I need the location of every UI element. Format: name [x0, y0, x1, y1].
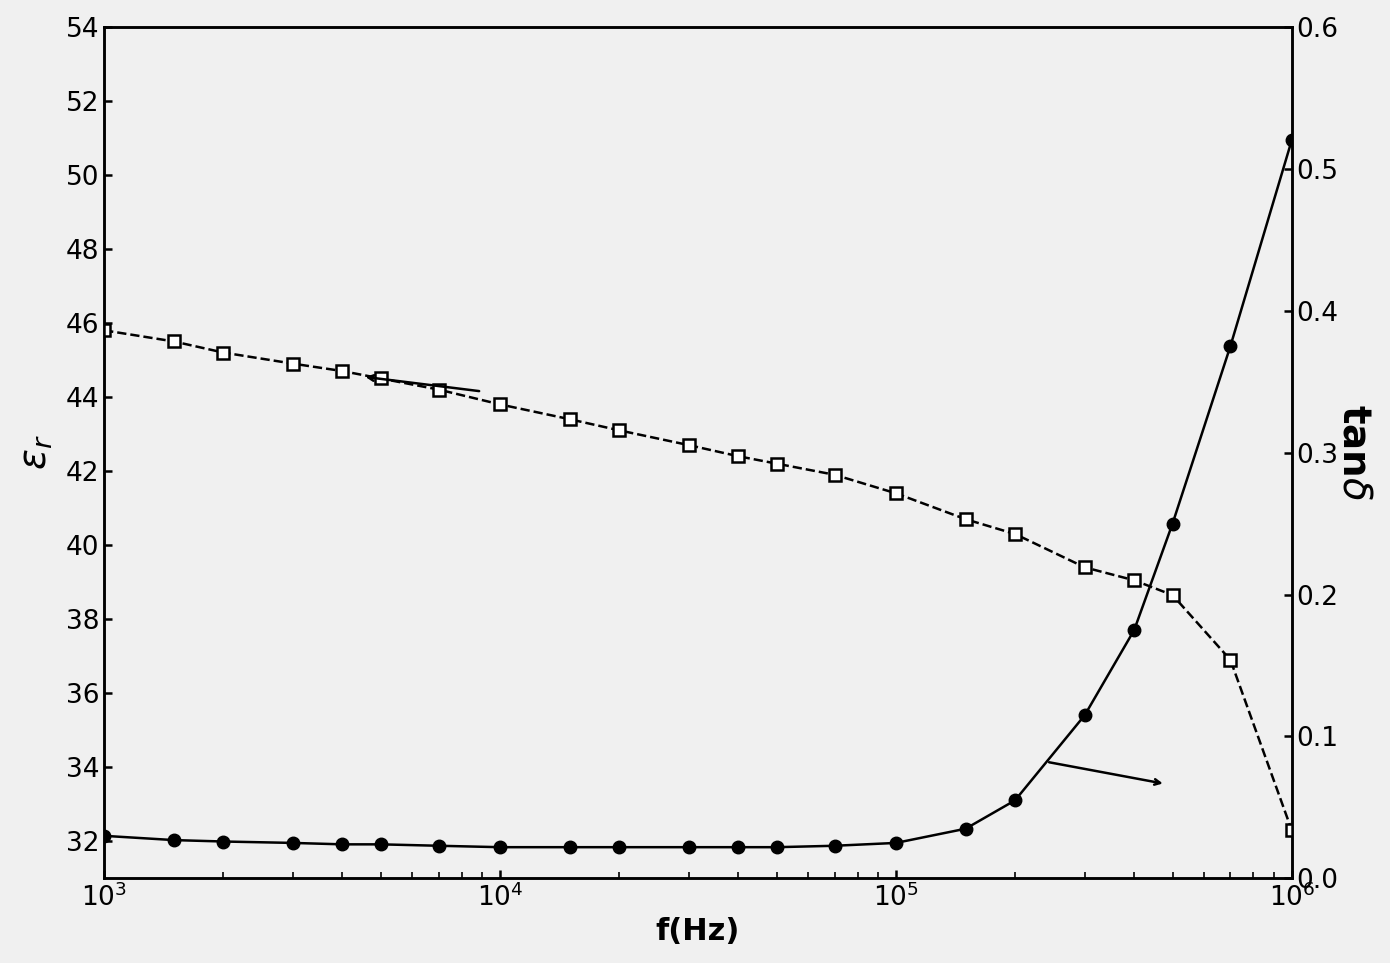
- X-axis label: f(Hz): f(Hz): [656, 918, 739, 947]
- Y-axis label: $\varepsilon_r$: $\varepsilon_r$: [17, 434, 54, 470]
- Y-axis label: tan$\delta$: tan$\delta$: [1336, 404, 1373, 501]
